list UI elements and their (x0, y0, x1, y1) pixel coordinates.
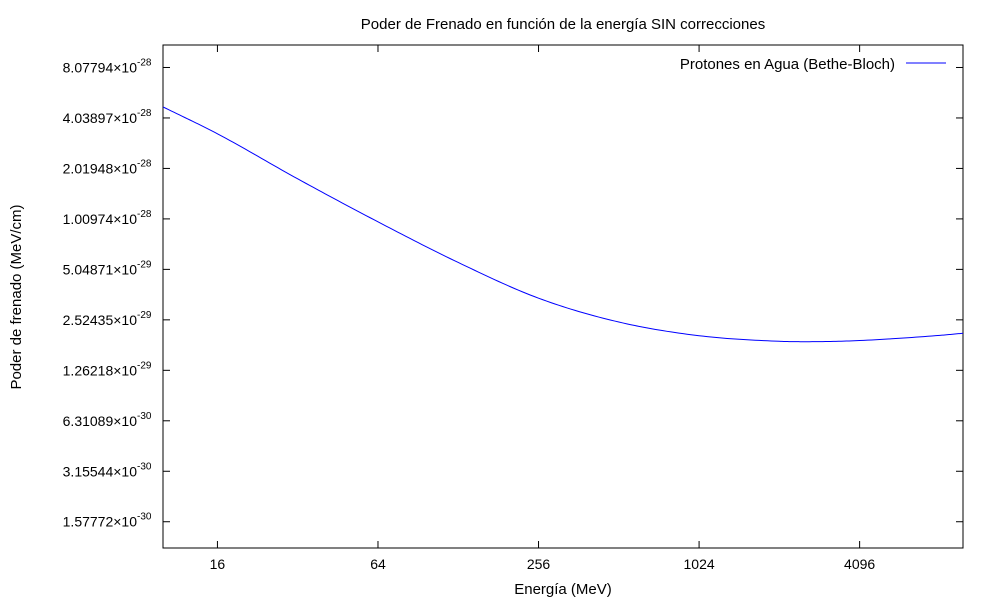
y-tick-mantissa: 3.15544×10 (63, 463, 138, 479)
y-tick-exponent: -29 (137, 310, 152, 321)
y-tick-exponent: -28 (137, 209, 152, 220)
legend-label: Protones en Agua (Bethe-Bloch) (680, 56, 895, 73)
plot-frame (162, 44, 964, 549)
y-tick-mantissa: 6.31089×10 (63, 413, 138, 429)
y-tick-exponent: -30 (137, 411, 152, 422)
x-axis-ticks: 16 64 256 1024 4096 (210, 45, 875, 572)
y-tick-label: 2.52435×10 (63, 312, 138, 328)
y-tick-exponent: -29 (137, 360, 152, 371)
y-tick-label: 5.04871×10 (63, 261, 138, 277)
y-tick-label: 1.00974×10 (63, 211, 138, 227)
x-tick-label: 4096 (844, 556, 875, 572)
y-tick-exponent: -28 (137, 108, 152, 119)
y-tick-mantissa: 5.04871×10 (63, 261, 138, 277)
y-tick-label: 1.26218×10 (63, 362, 138, 378)
x-tick-label: 64 (370, 556, 386, 572)
y-tick-mantissa: 8.07794×10 (63, 59, 138, 75)
y-tick-mantissa: 2.01948×10 (63, 160, 138, 176)
y-axis-label: Poder de frenado (MeV/cm) (8, 204, 25, 389)
y-axis-ticks: 1.57772×10 -303.15544×10 -306.31089×10 -301… (63, 57, 963, 530)
y-tick-mantissa: 4.03897×10 (63, 110, 138, 126)
x-axis-label: Energía (MeV) (514, 581, 612, 598)
chart-title: Poder de Frenado en función de la energí… (361, 16, 765, 33)
y-tick-mantissa: 1.57772×10 (63, 514, 138, 530)
series-line-protones-agua (162, 106, 964, 343)
y-tick-mantissa: 1.26218×10 (63, 362, 138, 378)
y-tick-exponent: -30 (137, 461, 152, 472)
y-tick-mantissa: 2.52435×10 (63, 312, 138, 328)
x-tick-label: 16 (210, 556, 226, 572)
y-tick-label: 2.01948×10 (63, 160, 138, 176)
y-tick-exponent: -28 (137, 57, 152, 68)
y-tick-label: 1.57772×10 (63, 514, 138, 530)
legend: Protones en Agua (Bethe-Bloch) (680, 56, 946, 73)
y-tick-exponent: -29 (137, 259, 152, 270)
x-tick-label: 256 (527, 556, 551, 572)
y-tick-label: 6.31089×10 (63, 413, 138, 429)
y-tick-exponent: -30 (137, 512, 152, 523)
y-tick-exponent: -28 (137, 158, 152, 169)
y-tick-label: 3.15544×10 (63, 463, 138, 479)
y-tick-mantissa: 1.00974×10 (63, 211, 138, 227)
x-tick-label: 1024 (684, 556, 715, 572)
y-tick-label: 4.03897×10 (63, 110, 138, 126)
y-tick-label: 8.07794×10 (63, 59, 138, 75)
